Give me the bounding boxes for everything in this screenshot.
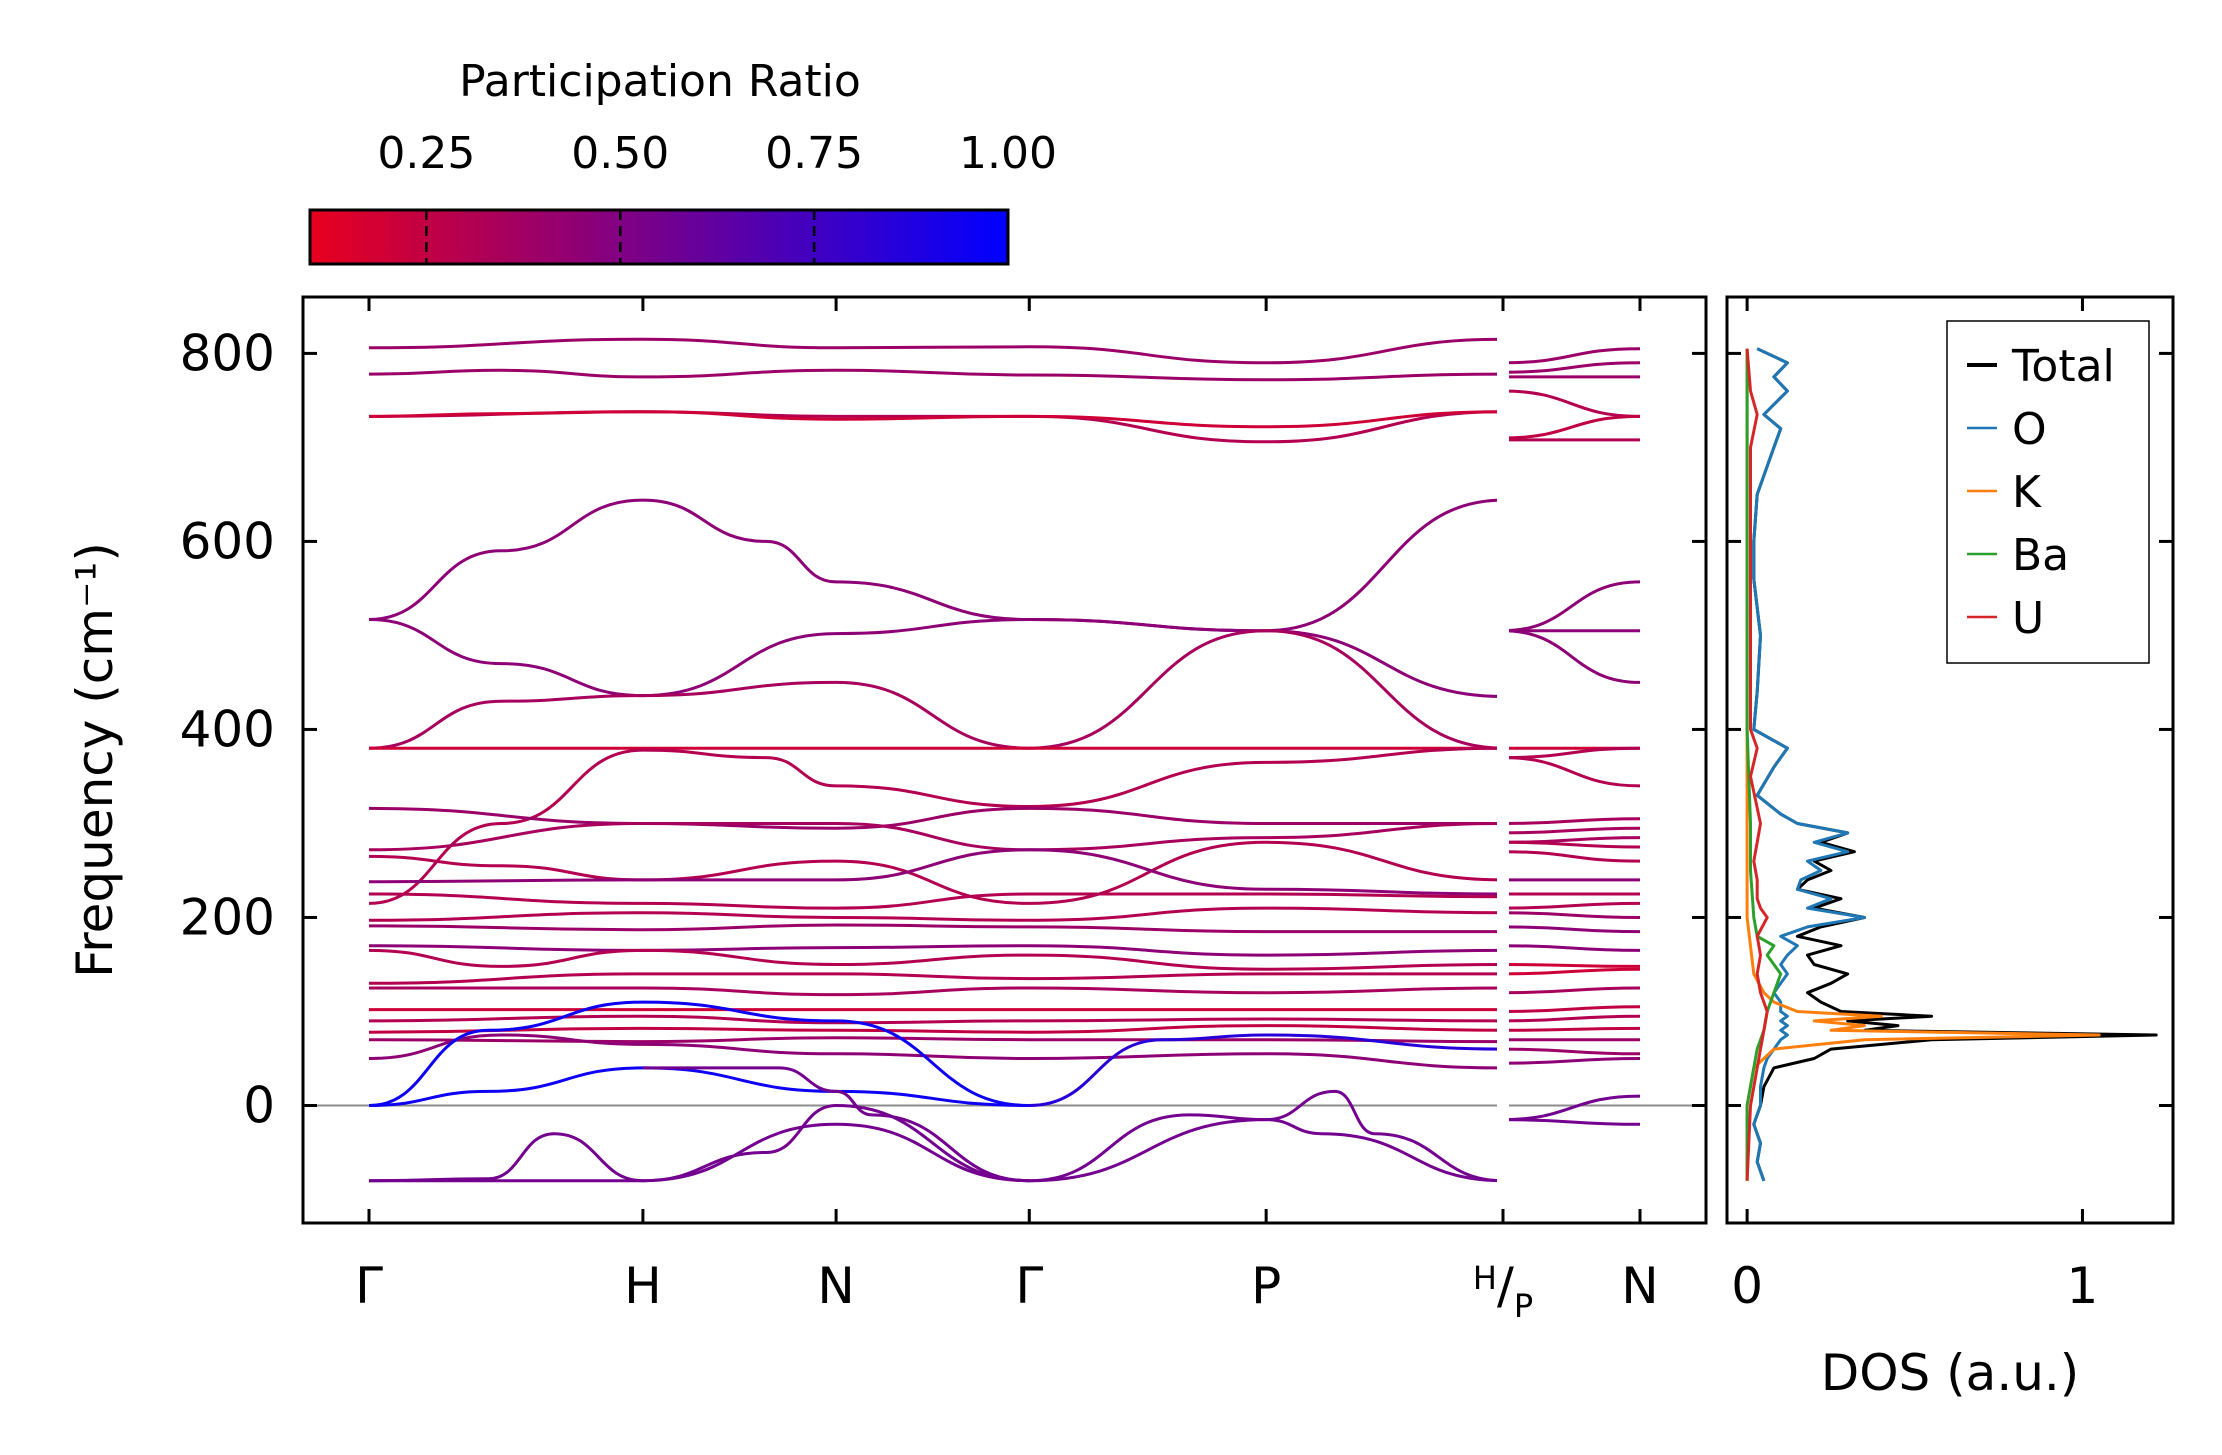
phonon-band-segment2 <box>1502 629 1641 684</box>
dos-panel: 0 1 DOS (a.u.) Total OK Ba U <box>1725 295 2175 1402</box>
phonon-band-segment2 <box>1502 361 1641 374</box>
phonon-band-segment2 <box>1502 1005 1641 1013</box>
colorbar: 0.25 0.50 0.75 1.00 Participation Ratio <box>308 56 1057 266</box>
phonon-band <box>368 944 1504 957</box>
phonon-band <box>368 892 1504 910</box>
phonon-band <box>368 806 1503 830</box>
colorbar-tick-label: 0.75 <box>765 128 863 179</box>
phonon-band-segment2 <box>1502 1014 1641 1023</box>
colorbar-label: Participation Ratio <box>459 56 861 107</box>
dos-series-u <box>1745 348 1769 1181</box>
phonon-band <box>368 498 1504 633</box>
x-tick-label: P <box>1251 1257 1281 1315</box>
phonon-band <box>368 821 1504 852</box>
phonon-band <box>368 1066 1030 1107</box>
band-axes-frame <box>301 295 1708 1225</box>
phonon-band <box>368 1103 1030 1183</box>
x-tick-label-break: H/P <box>1473 1257 1533 1325</box>
legend-label: Total <box>2011 341 2115 392</box>
phonon-band-segment2 <box>1502 911 1641 919</box>
phonon-band <box>369 1122 1030 1183</box>
dos-x-tick-label: 0 <box>1731 1257 1763 1315</box>
y-tick-label: 600 <box>180 512 275 570</box>
phonon-band <box>369 986 1504 997</box>
legend-label: O <box>2012 404 2047 455</box>
phonon-band-segment2 <box>1502 963 1641 968</box>
phonon-band <box>368 923 1503 934</box>
phonon-band <box>368 848 1504 896</box>
dos-x-tick-label: 1 <box>2067 1257 2099 1315</box>
phonon-band <box>1029 1089 1504 1183</box>
phonon-band <box>1029 1118 1504 1183</box>
legend-label: Ba <box>2012 530 2069 581</box>
phonon-band <box>368 368 1504 382</box>
phonon-band-segment2 <box>1502 840 1641 849</box>
x-tick-label: N <box>1621 1257 1658 1315</box>
colorbar-tick-label: 1.00 <box>959 128 1057 179</box>
phonon-band-segment2 <box>1502 1047 1641 1056</box>
phonon-band-segment2 <box>1502 1094 1641 1122</box>
phonon-band <box>368 906 1504 922</box>
y-axis-label: Frequency (cm⁻¹) <box>66 542 124 978</box>
phonon-band-segment2 <box>1502 817 1641 825</box>
path-break-gap <box>1497 299 1509 1221</box>
phonon-band-segment2 <box>1502 944 1641 952</box>
phonon-band-segment2 <box>1502 901 1641 910</box>
phonon-band-segment2 <box>1502 925 1641 934</box>
phonon-band <box>368 746 1504 905</box>
legend-label: U <box>2012 593 2044 644</box>
x-tick-label: Γ <box>1015 1257 1043 1315</box>
phonon-band-segment2 <box>1502 1026 1641 1032</box>
y-tick-label: 0 <box>243 1076 275 1134</box>
x-tick-label: N <box>817 1257 854 1315</box>
phonon-band <box>368 337 1504 365</box>
legend-label: K <box>2012 467 2042 518</box>
band-structure-panel: 0 200 400 600 800 Γ H N Γ P H/P N Frequency (cm⁻¹) <box>66 295 1708 1325</box>
phonon-band-segment2 <box>1502 580 1641 633</box>
colorbar-gradient <box>308 208 1010 266</box>
y-tick-label: 200 <box>180 888 275 946</box>
y-tick-label: 400 <box>180 700 275 758</box>
phonon-band <box>368 1033 1504 1070</box>
phonon-band-segment2 <box>1502 347 1641 365</box>
phonon-band <box>368 1014 1504 1025</box>
phonon-band <box>368 1000 1030 1107</box>
dos-axes-frame <box>1725 295 2175 1225</box>
x-tick-label: H <box>624 1257 662 1315</box>
legend: Total OK Ba U <box>1946 320 2150 664</box>
phonon-band-segment2 <box>1502 1118 1641 1126</box>
dos-x-axis-label: DOS (a.u.) <box>1821 1344 2080 1402</box>
dos-series-o <box>1752 347 1866 1182</box>
phonon-band <box>368 948 1504 971</box>
y-tick-label: 800 <box>180 324 275 382</box>
phonon-band-segment2 <box>1502 756 1641 788</box>
phonon-band <box>368 410 1504 429</box>
x-tick-label: Γ <box>355 1257 383 1315</box>
colorbar-tick-label: 0.25 <box>377 128 475 179</box>
dos-series-ba <box>1745 348 1783 1181</box>
phonon-band-segment2 <box>1502 1057 1641 1065</box>
phonon-band-segment2 <box>1502 414 1641 440</box>
phonon-band-segment2 <box>1502 986 1641 995</box>
phonon-band-segment2 <box>1502 389 1641 418</box>
phonon-band <box>368 972 1503 985</box>
colorbar-tick-label: 0.50 <box>571 128 669 179</box>
phonon-band <box>368 840 1504 905</box>
phonon-band <box>1029 1033 1504 1107</box>
phonon-band-segment2 <box>1502 826 1641 835</box>
phonon-band-segment2 <box>1502 850 1641 863</box>
phonon-band <box>368 1024 1504 1034</box>
phonon-band <box>642 1066 1030 1183</box>
dos-series-k <box>1745 348 2101 1181</box>
phonon-band <box>368 617 1504 698</box>
phonon-band <box>368 629 1504 750</box>
phonon-band-segment2 <box>1502 967 1641 976</box>
